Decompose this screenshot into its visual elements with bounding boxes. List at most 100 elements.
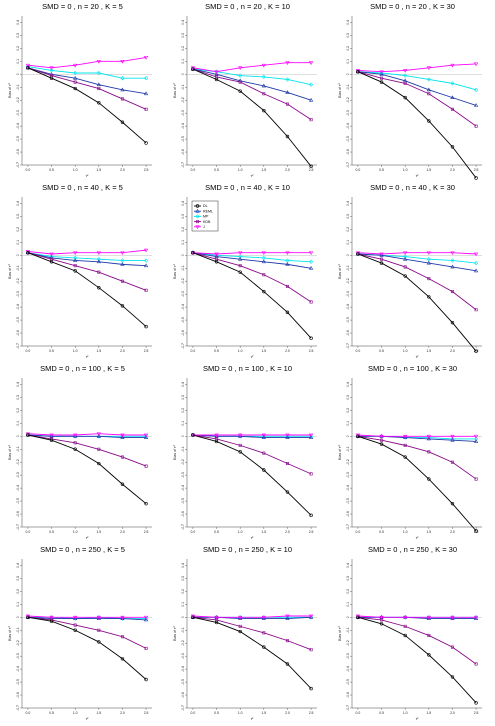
y-tick-label: -0.5	[181, 498, 185, 504]
y-tick-label: 0.4	[181, 20, 185, 25]
x-tick-label: 0.0	[26, 168, 31, 172]
y-tick-label: -0.4	[346, 666, 350, 672]
data-point-kdb	[285, 639, 289, 643]
data-point-reml	[403, 435, 408, 439]
y-tick-label: 0.3	[346, 33, 350, 38]
data-point-j	[450, 63, 455, 68]
data-point-reml	[120, 435, 125, 439]
y-tick-label: -0.4	[16, 485, 20, 491]
x-tick-label: 0.5	[379, 168, 384, 172]
series-line-reml	[192, 252, 312, 269]
x-axis-title: τ²	[416, 717, 419, 721]
x-tick-label: 1.0	[403, 530, 408, 534]
data-point-reml	[285, 435, 290, 439]
x-tick-label: 1.0	[238, 530, 243, 534]
data-point-kdb	[450, 107, 454, 111]
y-tick-label: 0.3	[16, 576, 20, 581]
data-point-reml	[73, 433, 78, 438]
series-line-j	[27, 615, 147, 618]
data-point-kdb	[73, 441, 77, 445]
data-point-dl	[26, 251, 30, 255]
data-point-kdb	[144, 288, 148, 292]
x-tick-label: 0.0	[26, 530, 31, 534]
legend-marker	[195, 220, 199, 224]
data-point-dl	[144, 677, 148, 682]
data-point-dl	[144, 141, 148, 145]
y-tick-label: -0.6	[346, 330, 350, 336]
y-tick-label: -0.4	[181, 485, 185, 491]
y-tick-label: -0.5	[346, 136, 350, 142]
series-kdb	[26, 251, 148, 292]
series-dl	[191, 615, 313, 691]
y-tick-label: -0.7	[181, 524, 185, 530]
data-point-kdb	[309, 648, 313, 652]
x-tick-label: 0.5	[49, 530, 54, 534]
data-point-j	[403, 69, 408, 73]
y-tick-label: -0.3	[346, 291, 350, 297]
data-point-mp	[238, 73, 243, 78]
series-line-kdb	[27, 434, 147, 467]
data-point-dl	[403, 95, 407, 100]
data-point-dl	[49, 619, 54, 623]
data-point-reml	[143, 91, 149, 96]
chart-panel: SMD = 0 , n = 20 , K = 5 0.4 0.3 0.2 0.1 0 -0.…	[0, 0, 165, 181]
x-tick-label: 2.0	[450, 349, 455, 353]
data-point-kdb	[262, 631, 266, 635]
data-point-dl	[379, 80, 384, 84]
data-point-reml	[261, 616, 266, 620]
legend-label: J	[203, 225, 205, 229]
y-tick-label: -0.7	[181, 162, 185, 168]
data-point-kdb	[427, 450, 431, 454]
series-line-j	[357, 252, 477, 255]
x-axis-title: τ²	[251, 174, 254, 178]
y-tick-label: -0.3	[181, 653, 185, 659]
y-tick-label: -0.1	[181, 627, 185, 633]
y-tick-label: -0.5	[346, 317, 350, 323]
y-tick-label: -0.5	[16, 136, 20, 142]
x-tick-label: 0.0	[356, 168, 361, 172]
y-tick-label: 0	[346, 616, 350, 618]
data-point-mp	[403, 435, 408, 440]
y-tick-label: 0.2	[16, 408, 20, 413]
y-tick-label: -0.6	[16, 330, 20, 336]
data-point-j	[426, 251, 431, 256]
data-point-mp	[379, 253, 384, 258]
series-j	[25, 56, 149, 71]
y-tick-label: 0	[346, 254, 350, 256]
y-tick-label: -0.1	[16, 84, 20, 90]
chart-panel: SMD = 0 , n = 100 , K = 5 0.4 0.3 0.2 0.1 0 -0…	[0, 362, 165, 543]
data-point-kdb	[427, 633, 431, 637]
x-tick-label: 2.5	[144, 711, 149, 715]
x-tick-label: 0.5	[379, 530, 384, 534]
data-point-mp	[285, 77, 290, 82]
x-tick-label: 0.5	[214, 349, 219, 353]
y-tick-label: 0.2	[346, 227, 350, 232]
series-line-kdb	[192, 616, 312, 651]
data-point-kdb	[403, 443, 407, 447]
chart-svg: 0.4 0.3 0.2 0.1 0 -0.1 -0.2 -0.3 -0.4 -0.5 -0.6 -0.…	[173, 378, 317, 540]
y-tick-label: 0.3	[346, 214, 350, 219]
y-axis-title: Bias of τ²	[338, 625, 342, 640]
data-point-mp	[96, 434, 101, 439]
data-point-dl	[427, 295, 431, 299]
data-point-j	[379, 615, 384, 620]
chart-panel: SMD = 0 , n = 250 , K = 10 0.4 0.3 0.2 0.1 0 -…	[165, 543, 330, 724]
y-tick-label: 0.1	[16, 59, 20, 64]
y-tick-label: 0.2	[181, 408, 185, 413]
series-line-j	[192, 252, 312, 255]
y-tick-label: -0.6	[346, 692, 350, 698]
data-point-dl	[356, 252, 360, 256]
data-point-mp	[403, 254, 408, 259]
chart-panel: SMD = 0 , n = 20 , K = 30 0.4 0.3 0.2 0.1 0 -0…	[330, 0, 495, 181]
data-point-j	[308, 251, 314, 256]
data-point-j	[379, 70, 384, 75]
data-point-reml	[426, 260, 431, 265]
data-point-reml	[450, 437, 455, 442]
data-point-j	[238, 433, 243, 438]
data-point-reml	[73, 616, 78, 620]
data-point-j	[426, 434, 431, 439]
data-point-dl	[144, 324, 148, 329]
series-dl	[191, 67, 313, 168]
data-point-mp	[120, 76, 125, 81]
data-point-j	[473, 62, 479, 67]
